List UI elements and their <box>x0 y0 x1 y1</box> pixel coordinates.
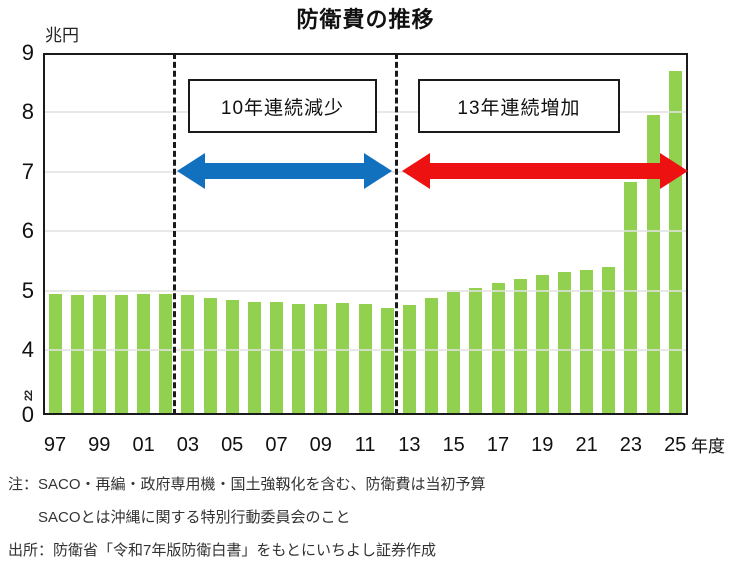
bar-06 <box>247 301 261 415</box>
gridline-4 <box>43 349 688 351</box>
y-tick-6: 6 <box>21 218 34 244</box>
annotation-box-increase: 13年連続増加 <box>418 79 620 133</box>
chart-title: 防衛費の推移 <box>296 7 435 32</box>
increase-double-arrow <box>402 153 688 189</box>
axis-break-marker: 22 <box>23 390 36 402</box>
bar-98 <box>70 294 84 415</box>
bar-05 <box>225 299 239 415</box>
bar-07 <box>270 302 283 415</box>
x-tick-07: 07 <box>265 434 288 456</box>
x-tick-25: 25 <box>664 434 687 456</box>
bar-20 <box>557 272 571 415</box>
bar-23 <box>624 182 638 415</box>
bar-14 <box>425 297 439 415</box>
x-tick-19: 19 <box>531 434 554 456</box>
x-tick-97: 97 <box>43 434 67 456</box>
y-tick-9: 9 <box>21 40 34 65</box>
bar-21 <box>580 270 594 415</box>
bar-22 <box>602 266 616 415</box>
x-tick-17: 17 <box>486 434 510 456</box>
bar-03 <box>181 294 195 415</box>
y-tick-0: 0 <box>21 402 34 427</box>
bar-12 <box>380 307 394 415</box>
bar-00 <box>114 294 128 415</box>
x-tick-11: 11 <box>354 434 376 456</box>
x-tick-99: 99 <box>88 434 111 456</box>
x-tick-13: 13 <box>398 434 421 456</box>
bar-25 <box>668 70 682 415</box>
bar-15 <box>447 291 461 415</box>
x-tick-03: 03 <box>176 434 200 456</box>
y-tick-7: 7 <box>21 158 34 184</box>
period-divider-line-2003 <box>173 53 176 415</box>
period-divider-line-2013 <box>395 53 398 415</box>
bar-01 <box>137 293 151 415</box>
y-tick-4: 4 <box>21 337 34 362</box>
bar-04 <box>203 297 217 415</box>
bar-13 <box>402 305 416 415</box>
bar-19 <box>535 275 549 415</box>
y-tick-5: 5 <box>21 277 34 303</box>
bar-24 <box>646 115 660 415</box>
gridline-5 <box>43 289 688 292</box>
x-tick-15: 15 <box>442 434 465 456</box>
x-tick-23: 23 <box>619 434 643 456</box>
bar-09 <box>314 304 328 415</box>
gridline-6 <box>43 230 688 233</box>
y-axis-unit-label: 兆円 <box>45 26 79 45</box>
y-tick-8: 8 <box>21 99 34 125</box>
bar-97 <box>48 294 62 415</box>
note-line-3: 出所：防衛省「令和7年版防衛白書」をもとにいちよし証券作成 <box>8 542 437 559</box>
bar-17 <box>491 282 505 415</box>
bar-08 <box>292 303 306 415</box>
bar-18 <box>513 279 527 415</box>
x-tick-21: 21 <box>575 434 598 456</box>
bar-02 <box>159 294 173 415</box>
bar-99 <box>92 294 106 415</box>
bar-11 <box>358 304 372 415</box>
x-tick-01: 01 <box>132 434 155 456</box>
x-tick-05: 05 <box>221 434 244 456</box>
note-line-1: 注：SACO・再編・政府専用機・国土強靱化を含む、防衛費は当初予算 <box>8 476 486 493</box>
annotation-box-decrease: 10年連続減少 <box>188 79 377 133</box>
x-axis-unit-label: 年度 <box>691 437 725 456</box>
decrease-double-arrow <box>177 153 392 189</box>
x-tick-09: 09 <box>309 434 332 456</box>
note-line-2: SACOとは沖縄に関する特別行動委員会のこと <box>38 509 351 526</box>
bar-10 <box>336 303 350 415</box>
bar-16 <box>469 287 483 415</box>
